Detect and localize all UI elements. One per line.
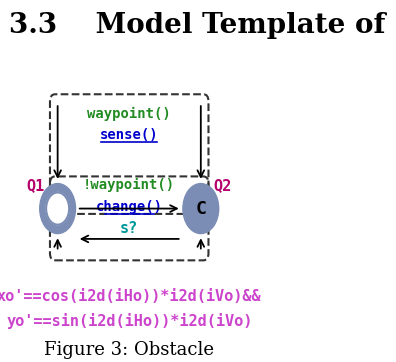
Circle shape (40, 184, 76, 233)
Circle shape (183, 184, 219, 233)
Text: sense(): sense() (100, 129, 158, 142)
Text: 3.3    Model Template of Mo: 3.3 Model Template of Mo (9, 12, 396, 39)
Text: xo'==cos(i2d(iHo))*i2d(iVo)&&: xo'==cos(i2d(iHo))*i2d(iVo)&& (0, 289, 261, 304)
Text: s?: s? (120, 221, 138, 236)
Text: change(): change() (96, 200, 163, 214)
Text: !waypoint(): !waypoint() (83, 178, 175, 193)
Circle shape (46, 193, 69, 225)
Text: Q1: Q1 (27, 178, 45, 193)
Text: Figure 3: Obstacle: Figure 3: Obstacle (44, 341, 214, 359)
Text: C: C (195, 199, 206, 218)
Text: waypoint(): waypoint() (88, 107, 171, 121)
Text: Q2: Q2 (213, 178, 232, 193)
Text: yo'==sin(i2d(iHo))*i2d(iVo): yo'==sin(i2d(iHo))*i2d(iVo) (6, 313, 252, 329)
